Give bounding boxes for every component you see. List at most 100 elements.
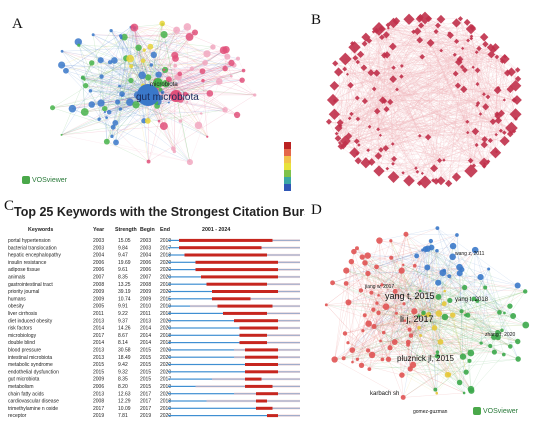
diamond-node: [467, 157, 474, 164]
network-edge: [357, 39, 420, 99]
diamond-node: [509, 80, 522, 92]
network-edge: [419, 18, 468, 122]
table-row: bacterial translocation 2003 9.84 2003 2017: [8, 245, 300, 251]
network-edge: [351, 99, 383, 115]
network-edge: [130, 27, 149, 96]
network-edge: [52, 68, 192, 109]
network-edge: [78, 45, 110, 113]
diamond-node: [446, 31, 454, 39]
network-edge: [337, 47, 496, 139]
network-edge: [392, 65, 403, 164]
network-edge: [408, 250, 423, 343]
network-edge: [380, 96, 489, 150]
network-edge: [344, 68, 391, 103]
network-edge: [378, 312, 472, 390]
network-edge: [410, 282, 439, 369]
network-node: [467, 385, 475, 393]
network-edge: [337, 34, 387, 139]
network-edge: [382, 85, 458, 101]
network-edge: [435, 31, 485, 163]
network-edge: [357, 97, 360, 146]
network-edge: [357, 61, 417, 169]
network-edge: [459, 311, 462, 383]
network-edge: [360, 262, 366, 291]
network-edge: [357, 113, 498, 120]
network-edge: [345, 58, 417, 169]
year-cell: 2009: [93, 377, 104, 383]
diamond-node: [347, 82, 354, 89]
network-edge: [425, 248, 514, 317]
network-edge: [343, 291, 526, 359]
year-cell: 2006: [93, 260, 104, 266]
network-edge: [343, 313, 430, 359]
network-edge: [357, 97, 479, 104]
network-edge: [124, 32, 196, 38]
network-edge: [415, 27, 473, 169]
network-edge: [355, 57, 479, 104]
diamond-node: [432, 177, 440, 185]
network-edge: [357, 61, 474, 68]
network-edge: [462, 48, 468, 122]
network-edge: [340, 113, 516, 127]
network-edge: [131, 62, 232, 67]
network-node: [351, 248, 357, 255]
network-edge: [357, 61, 402, 67]
network-node: [159, 122, 168, 131]
network-edge: [421, 56, 440, 161]
network-edge: [440, 341, 472, 391]
network-edge: [357, 118, 505, 142]
network-edge: [362, 276, 481, 331]
network-edge: [396, 48, 463, 90]
network-node: [68, 104, 77, 113]
begin-cell: 2015: [140, 362, 151, 368]
network-edge: [412, 314, 453, 366]
network-edge: [408, 341, 438, 353]
network-edge: [371, 292, 381, 342]
network-edge: [452, 291, 526, 316]
diamond-node: [355, 59, 360, 65]
network-edge: [339, 85, 516, 144]
network-node: [392, 288, 398, 294]
network-edge: [427, 248, 505, 314]
network-edge: [456, 121, 468, 178]
network-edge: [455, 22, 457, 74]
diamond-node: [426, 38, 435, 47]
network-edge: [147, 58, 239, 96]
diamond-node: [414, 166, 418, 170]
network-edge: [367, 255, 450, 277]
network-edge: [391, 257, 421, 292]
network-edge: [390, 101, 511, 135]
network-edge: [460, 18, 485, 163]
network-edge: [383, 327, 420, 333]
network-edge: [91, 58, 127, 105]
diamond-node: [329, 80, 340, 91]
network-edge: [360, 54, 478, 106]
network-edge: [376, 30, 421, 136]
network-edge: [364, 40, 469, 44]
network-edge: [386, 34, 465, 71]
network-edge: [85, 58, 127, 86]
network-edge: [477, 83, 485, 95]
year-cell: 2009: [93, 296, 104, 302]
network-edge: [340, 57, 356, 147]
network-node: [145, 74, 152, 81]
network-edge: [101, 76, 123, 96]
network-edge: [345, 74, 348, 144]
network-edge: [427, 267, 505, 314]
network-edge: [334, 85, 512, 129]
network-node: [324, 303, 328, 307]
network-node: [387, 345, 393, 351]
network-edge: [381, 284, 474, 300]
network-edge: [367, 273, 495, 338]
end-cell: 2015: [160, 296, 171, 302]
network-edge: [338, 71, 489, 98]
year-cell: 2011: [93, 311, 104, 317]
network-edge: [386, 22, 468, 110]
network-edge: [364, 100, 499, 121]
network-node: [364, 252, 371, 259]
begin-cell: 2015: [140, 377, 151, 383]
network-edge: [61, 64, 149, 96]
network-edge: [147, 29, 177, 90]
network-edge: [202, 75, 232, 81]
diamond-node: [481, 92, 486, 97]
